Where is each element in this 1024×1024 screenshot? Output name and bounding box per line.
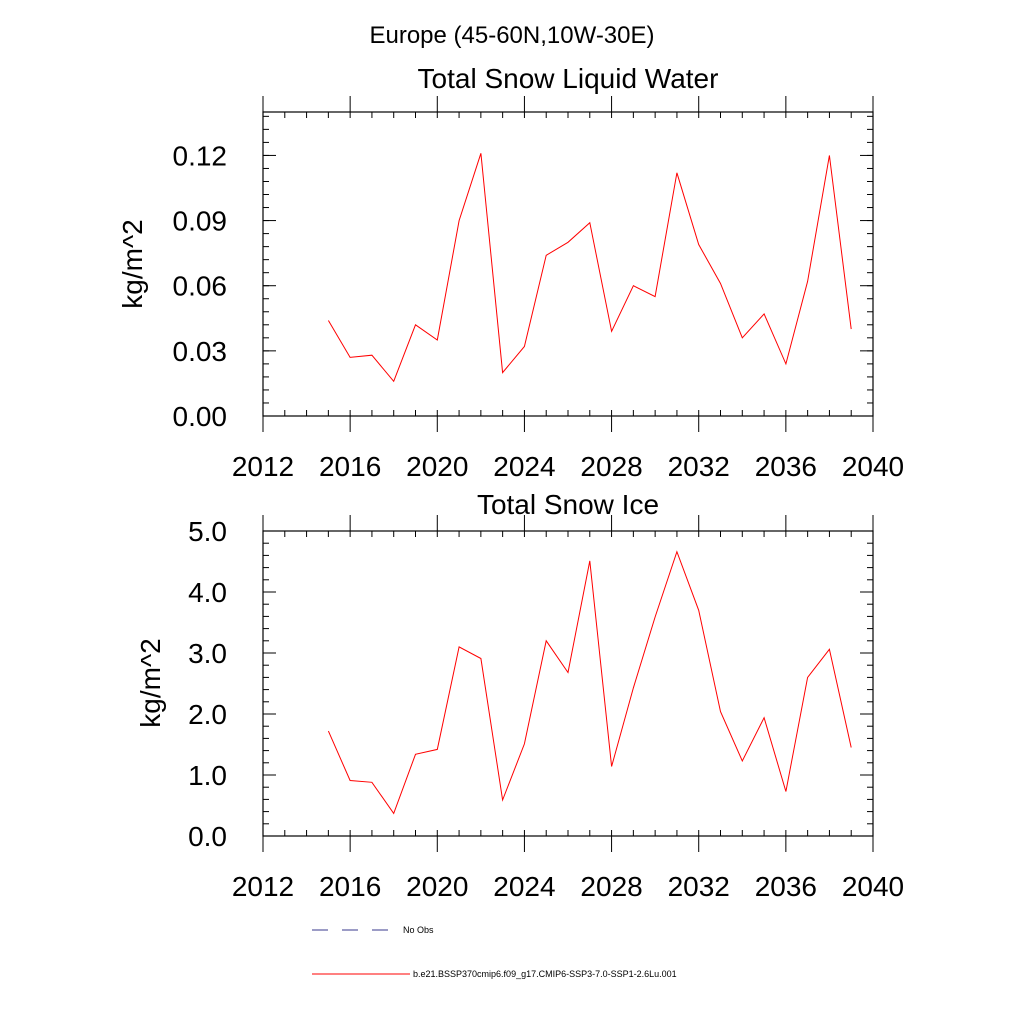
x-tick-label: 2036 bbox=[755, 871, 817, 902]
x-tick-label: 2016 bbox=[319, 871, 381, 902]
chart-title: Total Snow Liquid Water bbox=[418, 63, 719, 94]
series-line bbox=[327, 153, 852, 383]
y-tick-label: 0.09 bbox=[173, 206, 228, 237]
y-tick-label: 5.0 bbox=[188, 516, 227, 547]
x-tick-label: 2028 bbox=[580, 871, 642, 902]
x-tick-label: 2032 bbox=[668, 871, 730, 902]
series-line bbox=[327, 550, 852, 815]
y-tick-label: 0.0 bbox=[188, 821, 227, 852]
panel-snow-ice: Total Snow Ice kg/m^2 0.0 1.0 2.0 3.0 4.0 5.0 20… bbox=[135, 489, 904, 902]
plot-frame bbox=[262, 111, 874, 417]
x-tick-label: 2040 bbox=[842, 871, 904, 902]
y-tick-label: 0.12 bbox=[173, 140, 228, 171]
legend: No Obs b.e21.BSSP370cmip6.f09_g17.CMIP6-… bbox=[312, 925, 677, 979]
x-tick-label: 2036 bbox=[755, 451, 817, 482]
plot-frame bbox=[262, 530, 874, 837]
legend-obs-label: No Obs bbox=[403, 925, 434, 935]
y-tick-label: 0.03 bbox=[173, 336, 228, 367]
y-tick-label: 0.06 bbox=[173, 271, 228, 302]
x-tick-label: 2020 bbox=[406, 451, 468, 482]
chart-title: Total Snow Ice bbox=[477, 489, 659, 520]
x-tick-label: 2012 bbox=[232, 871, 294, 902]
x-tick-label: 2020 bbox=[406, 871, 468, 902]
x-tick-label: 2028 bbox=[580, 451, 642, 482]
y-axis-label: kg/m^2 bbox=[117, 219, 148, 308]
y-tick-label: 4.0 bbox=[188, 577, 227, 608]
x-tick-label: 2032 bbox=[668, 451, 730, 482]
y-tick-label: 0.00 bbox=[173, 401, 228, 432]
y-tick-label: 2.0 bbox=[188, 699, 227, 730]
x-tick-label: 2040 bbox=[842, 451, 904, 482]
figure-suptitle: Europe (45-60N,10W-30E) bbox=[369, 22, 654, 49]
legend-model-label: b.e21.BSSP370cmip6.f09_g17.CMIP6-SSP3-7.… bbox=[413, 969, 677, 979]
x-tick-label: 2016 bbox=[319, 451, 381, 482]
y-axis-label: kg/m^2 bbox=[135, 638, 166, 727]
y-tick-label: 1.0 bbox=[188, 760, 227, 791]
y-tick-label: 3.0 bbox=[188, 638, 227, 669]
x-tick-label: 2024 bbox=[493, 871, 555, 902]
x-tick-label: 2012 bbox=[232, 451, 294, 482]
x-tick-label: 2024 bbox=[493, 451, 555, 482]
panel-snow-liquid-water: Total Snow Liquid Water kg/m^2 0.00 0.03 0.0… bbox=[117, 63, 904, 482]
